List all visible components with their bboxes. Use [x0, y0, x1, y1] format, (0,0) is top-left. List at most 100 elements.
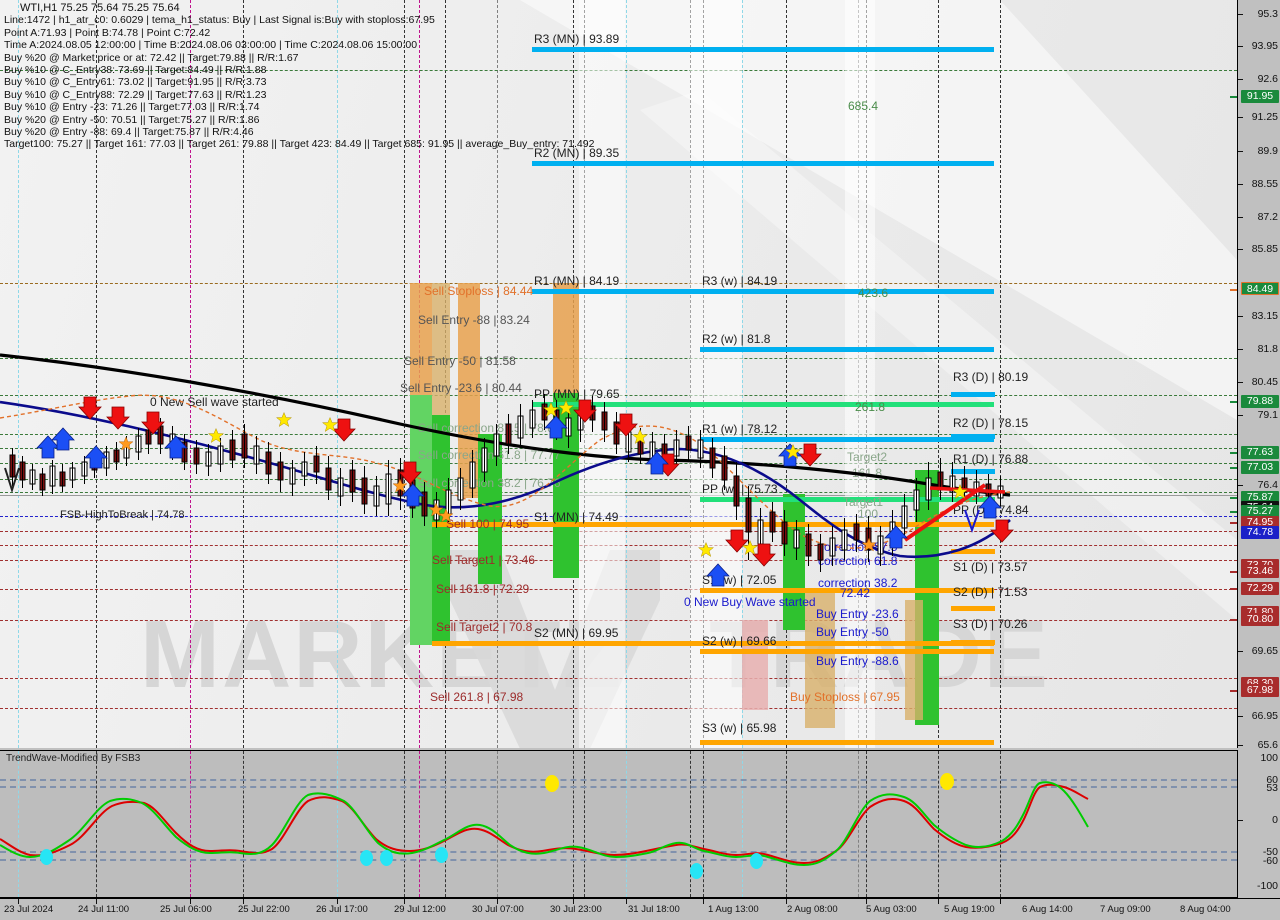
indicator-level-53	[0, 786, 1237, 788]
sell-label-corr-382: Sell correction 38.2 | 76.76	[418, 476, 561, 490]
level-line-r3-w	[700, 289, 994, 294]
time-tick: 6 Aug 14:00	[1022, 904, 1073, 915]
price-badge-6798: 67.98	[1241, 684, 1279, 697]
time-tick: 5 Aug 19:00	[944, 904, 995, 915]
level-line-pp-mn	[532, 402, 994, 407]
time-axis[interactable]: 23 Jul 2024 24 Jul 11:00 25 Jul 06:00 25…	[0, 898, 1280, 920]
level-label-s1-d: S1 (D) | 73.57	[953, 560, 1028, 574]
grid-line-v	[584, 751, 585, 897]
level-label-r1-w: R1 (w) | 78.12	[702, 422, 778, 436]
level-label-r2-w: R2 (w) | 81.8	[702, 332, 771, 346]
axis-tick: 100	[1260, 752, 1278, 764]
axis-tick: -50	[1262, 846, 1278, 858]
price-badge-8449: 84.49	[1241, 282, 1279, 295]
level-line-r2-mn	[532, 161, 994, 166]
level-line-r3-d	[951, 392, 995, 397]
sell-label-stoploss: Sell Stoploss | 84.44	[424, 284, 534, 298]
grid-line-v	[1000, 751, 1001, 897]
price-axis[interactable]: 95.3 93.95 92.6 91.95 91.25 89.9 88.55 8…	[1230, 0, 1280, 751]
info-line-points: Point A:71.93 | Point B:74.78 | Point C:…	[4, 26, 211, 39]
axis-tick: 83.15	[1251, 310, 1278, 322]
axis-tick: 0	[1272, 814, 1278, 826]
buy-label-corr-875: correction 87.5	[818, 540, 898, 554]
indicator-title: TrendWave-Modified By FSB3	[6, 753, 141, 764]
level-label-r3-w: R3 (w) | 84.19	[702, 274, 778, 288]
axis-tick: 60	[1266, 774, 1278, 786]
trendwave-series	[0, 781, 1089, 867]
signal-dot-buy	[360, 850, 373, 866]
annotation-new-sell-wave: 0 New Sell wave started	[150, 395, 279, 409]
axis-tick: 93.95	[1251, 40, 1278, 52]
level-label-s2-d: S2 (D) | 71.53	[953, 585, 1028, 599]
signal-dot-buy	[750, 853, 763, 869]
sell-label-100: Sell 100 | 74.95	[446, 517, 530, 531]
time-tick: 30 Jul 07:00	[472, 904, 524, 915]
grid-line-v	[626, 0, 627, 748]
buy-label-corr-618: correction 61.8	[818, 554, 898, 568]
axis-tick: 92.6	[1257, 73, 1278, 85]
time-tick: 23 Jul 2024	[4, 904, 54, 915]
level-line-s3-w	[700, 740, 994, 745]
signal-dot-sell	[545, 775, 559, 792]
time-tick: 26 Jul 17:00	[316, 904, 368, 915]
grid-line-v	[866, 751, 867, 897]
price-badge-7587: 75.87	[1241, 491, 1279, 504]
level-line-pp-d	[951, 497, 995, 502]
sell-label-2618: Sell 261.8 | 67.98	[430, 690, 524, 704]
info-line-status: Line:1472 | h1_atr_c0: 0.6029 | tema_h1_…	[4, 14, 435, 27]
axis-tick: 53	[1266, 782, 1278, 794]
axis-tick: 89.9	[1257, 145, 1278, 157]
buy-label-entry-886: Buy Entry -88.6	[816, 654, 899, 668]
price-badge-691: 91.95	[1241, 90, 1279, 103]
grid-line-v	[18, 751, 19, 897]
grid-line-v	[786, 0, 787, 748]
axis-tick: 65.6	[1257, 739, 1278, 751]
buy-label-entry-236: Buy Entry -23.6	[816, 607, 899, 621]
annotation-new-buy-wave: 0 New Buy Wave started	[684, 595, 816, 609]
axis-tick: 91.25	[1251, 111, 1278, 123]
axis-tick: 81.8	[1257, 343, 1278, 355]
fib-label-685: 685.4	[848, 99, 879, 113]
time-tick: 25 Jul 22:00	[238, 904, 290, 915]
grid-line-v	[337, 751, 338, 897]
signal-dot-buy	[435, 847, 448, 863]
level-line-s1-w	[700, 588, 994, 593]
time-tick: 1 Aug 13:00	[708, 904, 759, 915]
price-badge-7763: 77.63	[1241, 446, 1279, 459]
symbol-ohlc-line: WTI,H1 75.25 75.64 75.25 75.64	[20, 2, 180, 14]
time-tick: 2 Aug 08:00	[787, 904, 838, 915]
info-line-buy-e88: Buy %20 @ Entry -88: 69.4 || Target:75.8…	[4, 126, 254, 139]
level-label-s3-d: S3 (D) | 70.26	[953, 617, 1028, 631]
level-label-pp-w: PP (w) | 75.73	[702, 482, 778, 496]
axis-tick: 95.3	[1257, 8, 1278, 20]
grid-line-v	[497, 751, 498, 897]
info-line-buy-e50: Buy %20 @ Entry -50: 70.51 || Target:75.…	[4, 113, 260, 126]
price-badge-7495: 74.95	[1241, 516, 1279, 529]
sell-label-corr-875: Sell correction 87.5 | 78.88	[418, 421, 561, 435]
price-chart-pane[interactable]: MARKETZ TRADE	[0, 0, 1237, 748]
axis-tick: 66.95	[1251, 710, 1278, 722]
sell-label-target2: Sell Target2 | 70.8	[436, 620, 533, 634]
grid-line-v	[626, 751, 627, 897]
time-tick: 8 Aug 04:00	[1180, 904, 1231, 915]
indicator-axis[interactable]: 100 60 53 0 -50 -60 -100	[1237, 750, 1280, 898]
buy-zone-band	[805, 590, 835, 728]
indicator-level-minus50	[0, 851, 1237, 853]
indicator-level-60	[0, 779, 1237, 781]
buy-label-stoploss: Buy Stoploss | 67.95	[790, 690, 900, 704]
buy-zone-band	[783, 494, 805, 630]
grid-line-v	[938, 751, 939, 897]
trendwave-indicator-pane[interactable]: TrendWave-Modified By FSB3	[0, 750, 1237, 898]
level-line-r2-w	[700, 347, 994, 352]
info-line-buy-e23: Buy %10 @ Entry -23: 71.26 || Target:77.…	[4, 101, 260, 114]
level-line-r3-mn	[532, 47, 994, 52]
time-tick: 31 Jul 18:00	[628, 904, 680, 915]
info-line-buy-c61: Buy %10 @ C_Entry61: 73.02 || Target:91.…	[4, 76, 267, 89]
annotation-fsb-high-to-break: FSB-HighToBreak | 74.78	[60, 509, 185, 521]
fib-label-261: 261.8	[855, 400, 886, 414]
signal-dot-buy	[380, 850, 393, 866]
level-label-r1-d: R1 (D) | 76.88	[953, 452, 1029, 466]
info-line-times: Time A:2024.08.05 12:00:00 | Time B:2024…	[4, 39, 418, 52]
chart-info-panel: WTI,H1 75.25 75.64 75.25 75.64 Line:1472…	[4, 2, 594, 151]
level-line-r2-d	[951, 434, 995, 439]
